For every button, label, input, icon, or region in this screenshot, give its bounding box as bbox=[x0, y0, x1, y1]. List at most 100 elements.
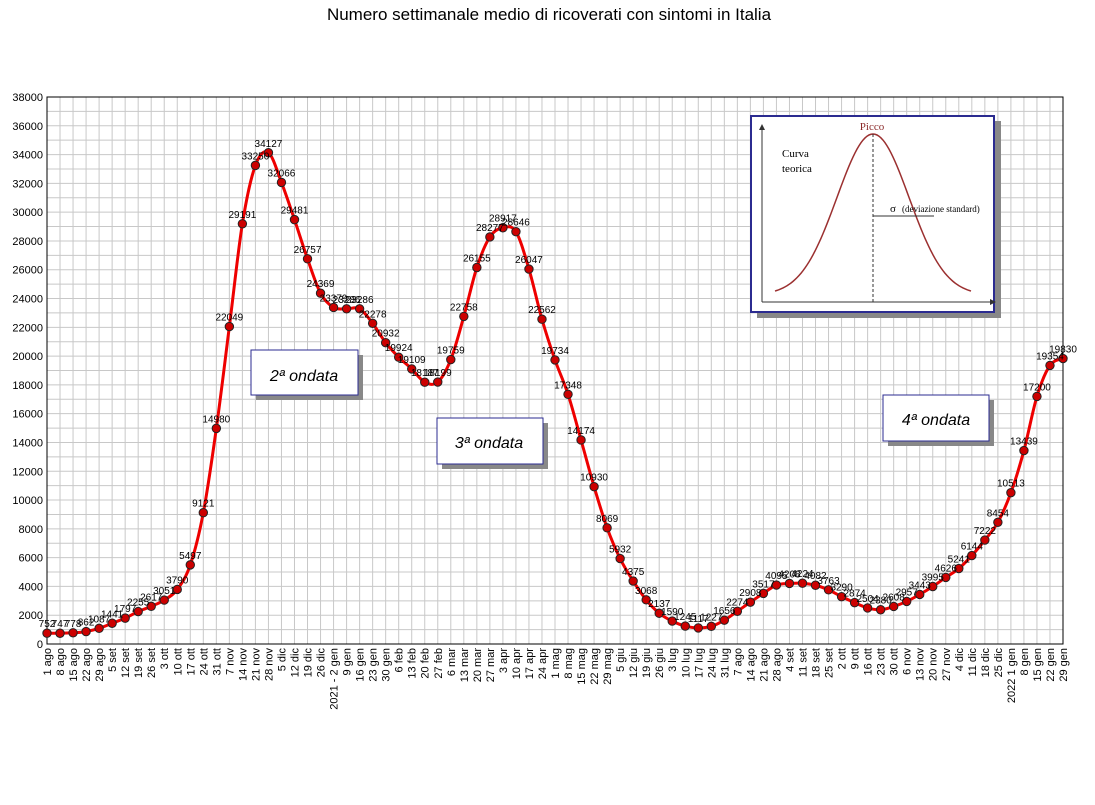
data-label: 17200 bbox=[1023, 382, 1051, 393]
data-label: 2874 bbox=[843, 589, 866, 600]
data-point bbox=[823, 585, 834, 595]
x-tick-label: 22 gen bbox=[1045, 648, 1057, 682]
data-label: 2617 bbox=[140, 592, 163, 603]
x-tick-label: 27 mar bbox=[485, 648, 497, 683]
data-label: 10930 bbox=[580, 473, 608, 484]
x-tick-label: 29 ago bbox=[94, 648, 106, 682]
data-point bbox=[198, 508, 209, 518]
wave4-box: 4ª ondata bbox=[882, 394, 994, 446]
data-label: 3790 bbox=[166, 575, 189, 586]
x-tick-label: 23 ott bbox=[876, 648, 888, 676]
data-point bbox=[888, 601, 899, 612]
data-label: 2957 bbox=[896, 587, 919, 598]
x-tick-label: 4 dic bbox=[954, 648, 966, 672]
inset-curve-label-1: Curva bbox=[782, 148, 809, 160]
wave3-box: 3ª ondata bbox=[436, 417, 548, 469]
data-point bbox=[237, 219, 248, 229]
data-point bbox=[915, 589, 925, 600]
data-point bbox=[602, 523, 612, 533]
data-label: 23379 bbox=[320, 293, 348, 304]
data-label: 19734 bbox=[541, 346, 569, 357]
data-point bbox=[1058, 353, 1068, 364]
x-tick-label: 1 mag bbox=[550, 648, 562, 679]
x-tick-label: 12 giu bbox=[628, 648, 640, 678]
x-tick-label: 14 ago bbox=[745, 648, 757, 682]
data-label: 4626 bbox=[935, 563, 958, 574]
data-point bbox=[810, 580, 821, 590]
x-tick-label: 10 ott bbox=[172, 648, 184, 676]
data-label: 5932 bbox=[609, 545, 632, 556]
data-point bbox=[380, 337, 391, 348]
data-point bbox=[862, 603, 873, 613]
data-label: 9121 bbox=[192, 499, 215, 510]
data-label: 1087 bbox=[88, 614, 111, 625]
data-point bbox=[172, 584, 182, 595]
x-tick-label: 22 ago bbox=[81, 648, 93, 682]
data-point bbox=[276, 177, 287, 188]
data-label: 20932 bbox=[372, 329, 400, 340]
x-tick-label: 21 nov bbox=[250, 648, 262, 682]
data-point bbox=[94, 623, 104, 634]
data-label: 4224 bbox=[791, 569, 814, 580]
x-tick-label: 31 ott bbox=[211, 648, 223, 676]
x-tick-label: 9 gen bbox=[342, 648, 354, 676]
y-tick-label: 24000 bbox=[12, 294, 43, 306]
data-label: 23286 bbox=[333, 295, 361, 306]
y-tick-label: 6000 bbox=[19, 553, 43, 565]
data-point bbox=[628, 576, 638, 586]
data-label: 2504 bbox=[856, 594, 879, 605]
data-points bbox=[42, 148, 1068, 638]
data-label: 1245 bbox=[674, 612, 697, 623]
data-point bbox=[315, 288, 326, 298]
data-label: 3290 bbox=[830, 583, 853, 594]
data-point bbox=[654, 608, 664, 618]
x-tick-label: 26 dic bbox=[316, 648, 328, 678]
x-tick-label: 15 gen bbox=[1032, 648, 1044, 682]
x-tick-label: 16 gen bbox=[355, 648, 367, 682]
data-point bbox=[302, 254, 313, 264]
x-tick-label: 30 ott bbox=[889, 648, 901, 676]
inset-peak-label: Picco bbox=[860, 121, 885, 133]
data-point bbox=[836, 591, 847, 602]
data-label: 28917 bbox=[489, 214, 517, 225]
data-point bbox=[589, 481, 599, 492]
y-tick-label: 22000 bbox=[12, 322, 43, 334]
x-tick-label: 9 ott bbox=[850, 648, 862, 669]
x-tick-label: 13 nov bbox=[915, 648, 927, 682]
data-point bbox=[615, 553, 625, 564]
data-label: 26155 bbox=[463, 254, 491, 265]
data-point bbox=[250, 160, 261, 171]
data-label: 17348 bbox=[554, 380, 582, 391]
data-point bbox=[159, 595, 169, 605]
data-point bbox=[524, 264, 534, 274]
data-label: 28277 bbox=[476, 223, 504, 234]
inset-curve-label-2: teorica bbox=[782, 163, 812, 175]
data-label: 3995 bbox=[922, 572, 945, 583]
x-tick-label: 11 set bbox=[797, 648, 809, 677]
x-tick-label: 19 giu bbox=[641, 648, 653, 678]
y-tick-label: 8000 bbox=[19, 524, 43, 536]
x-tick-label: 14 nov bbox=[237, 648, 249, 682]
y-tick-label: 34000 bbox=[12, 150, 43, 162]
data-point bbox=[485, 232, 495, 242]
x-tick-label: 30 gen bbox=[381, 648, 393, 682]
x-tick-label: 3 lug bbox=[667, 648, 679, 672]
data-point bbox=[550, 355, 560, 365]
data-label: 19759 bbox=[437, 346, 465, 357]
x-tick-label: 8 gen bbox=[1019, 648, 1031, 676]
x-tick-label: 27 feb bbox=[433, 648, 445, 679]
data-label: 22758 bbox=[450, 302, 478, 313]
data-labels: 7527477788621087144117972255261730513790… bbox=[39, 139, 1078, 630]
data-label: 13439 bbox=[1010, 437, 1038, 448]
data-label: 26047 bbox=[515, 255, 543, 266]
data-point bbox=[367, 318, 378, 329]
data-label: 18187 bbox=[411, 368, 439, 379]
data-point bbox=[407, 364, 417, 374]
data-label: 1590 bbox=[661, 607, 684, 618]
data-point bbox=[732, 606, 743, 616]
data-label: 6144 bbox=[961, 542, 984, 553]
x-tick-label: 6 mar bbox=[446, 648, 458, 676]
y-tick-label: 14000 bbox=[12, 437, 43, 449]
x-tick-label: 12 set bbox=[120, 648, 132, 678]
data-point bbox=[576, 435, 586, 445]
